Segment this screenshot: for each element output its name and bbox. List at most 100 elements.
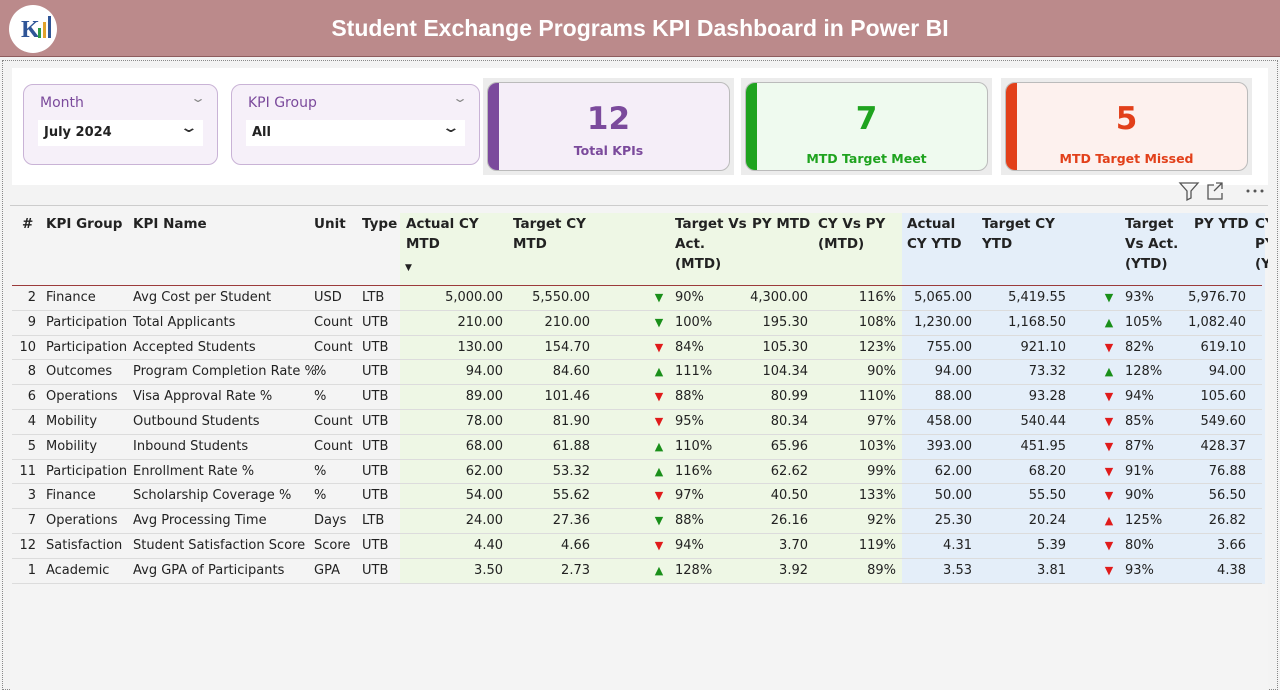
column-header[interactable]: Target CY YTD [982,216,1055,252]
table-cell: 1,082.40 [1188,314,1246,330]
row-separator [12,309,1262,311]
table-cell: 26.82 [1208,513,1246,529]
kpi-card: 7 MTD Target Meet [745,82,988,171]
table-cell: 10 [19,339,36,355]
focus-icon[interactable] [1207,182,1223,200]
table-cell: Outcomes [46,364,113,380]
column-header[interactable]: Actual CY MTD [406,216,479,252]
table-cell: 87% [1125,438,1154,454]
table-cell: 5 [27,438,36,454]
table-cell: 1,168.50 [1008,314,1066,330]
table-cell: 5.39 [1037,538,1066,553]
status-icon: ▼ [654,514,664,528]
sort-indicator: ▼ [405,263,412,273]
column-header[interactable]: PY MTD [752,216,811,232]
slicer-dropdown[interactable]: All ⌄ [246,120,465,146]
table-cell: 92% [867,513,896,529]
table-cell: Count [314,438,353,454]
table-cell: Count [314,339,353,355]
table-cell: 110% [675,438,713,454]
table-cell: Academic [46,562,110,578]
table-cell: 133% [858,488,896,504]
slicer-dropdown[interactable]: July 2024 ⌄ [38,120,203,146]
table-cell: GPA [314,562,340,578]
table-cell: 90% [1125,488,1154,504]
table-cell: 8 [27,364,36,380]
column-header[interactable]: CY Vs PY (YTD) [1255,216,1268,272]
slicer[interactable]: Month ⌄ July 2024 ⌄ [23,84,218,165]
table-cell: 80.99 [770,389,808,405]
table-cell: 549.60 [1200,414,1247,429]
table-cell: 94.00 [465,364,503,380]
row-separator [12,582,1262,584]
table-cell: Enrollment Rate % [133,463,255,479]
table-cell: Avg Cost per Student [133,290,272,305]
table-cell: 100% [675,314,713,330]
table-cell: 73.32 [1028,364,1066,380]
table-cell: 105% [1125,314,1163,330]
mtd-band [400,213,902,584]
status-icon: ▲ [1104,365,1114,379]
more-icon[interactable] [1246,189,1264,193]
status-icon: ▼ [654,415,664,428]
status-icon: ▼ [654,291,664,304]
row-separator [12,483,1262,485]
column-header[interactable]: Target Vs Act. (YTD) [1125,216,1179,272]
table-cell: UTB [362,364,389,380]
table-cell: 3.92 [779,562,808,578]
status-icon: ▼ [654,489,664,503]
table-cell: 130.00 [457,339,504,355]
status-icon: ▼ [654,315,664,329]
table-cell: 62.00 [934,463,972,479]
table-cell: 5,419.55 [1008,290,1066,305]
column-header[interactable]: Actual CY YTD [907,216,962,252]
column-header[interactable]: # [22,216,34,232]
table-cell: UTB [362,562,389,578]
column-header[interactable]: KPI Group [46,216,123,232]
table-cell: 85% [1125,414,1154,429]
table-cell: % [314,364,327,380]
table-cell: 210.00 [544,314,591,330]
table-cell: 4.31 [943,538,972,553]
column-header[interactable]: Type [362,216,398,232]
status-icon: ▼ [1104,340,1114,354]
status-icon: ▼ [654,340,664,354]
table-cell: 451.95 [1020,438,1067,454]
column-header[interactable]: KPI Name [133,216,207,232]
row-separator [12,384,1262,386]
table-cell: 393.00 [926,438,973,454]
table-cell: LTB [362,290,385,305]
column-header[interactable]: Target Vs Act. (MTD) [675,216,747,272]
table-cell: 105.60 [1200,389,1247,405]
column-header[interactable]: Target CY MTD [513,216,586,252]
table-cell: 76.88 [1208,463,1246,479]
slicer-label: Month [40,95,84,111]
table-cell: UTB [362,314,389,330]
column-header[interactable]: PY YTD [1194,216,1249,232]
table-cell: 91% [1125,463,1154,479]
table-cell: 4.40 [474,538,503,553]
table-cell: Avg GPA of Participants [133,562,285,578]
column-header[interactable]: CY Vs PY (MTD) [818,216,886,252]
slicer[interactable]: KPI Group ⌄ All ⌄ [231,84,480,165]
table-cell: Count [314,414,353,429]
table-cell: 20.24 [1028,513,1066,529]
table-cell: UTB [362,438,389,454]
table-cell: 105.30 [762,339,809,355]
card-label: Total KPIs [573,143,644,158]
column-header[interactable]: Unit [314,216,346,232]
table-cell: 50.00 [934,488,972,504]
filter-icon[interactable] [1178,182,1200,202]
svg-text:K: K [21,17,40,43]
table-cell: 125% [1125,513,1163,529]
table-cell: 428.37 [1200,438,1247,454]
table-cell: UTB [362,389,389,405]
table-cell: 56.50 [1208,488,1246,504]
table-cell: 80.34 [770,414,808,429]
status-icon: ▼ [1104,291,1114,304]
table-cell: 108% [858,314,896,330]
table-cell: Participation [46,314,128,330]
table-cell: Total Applicants [133,314,236,330]
status-icon: ▼ [1104,563,1114,577]
table-cell: 2 [27,290,36,305]
